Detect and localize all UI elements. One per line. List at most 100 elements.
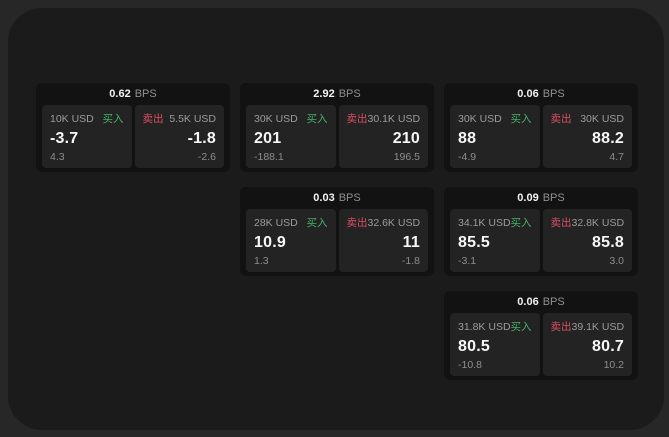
bps-value: 0.06 <box>517 296 539 308</box>
sell-panel[interactable]: 卖出 5.5K USD -1.8 -2.6 <box>134 105 224 168</box>
bps-unit-label: BPS <box>338 192 361 204</box>
sell-amount: 30K USD <box>580 112 624 125</box>
buy-amount: 30K USD <box>458 112 502 125</box>
sell-price: 88.2 <box>592 129 624 147</box>
bps-value: 2.92 <box>313 88 335 100</box>
quote-card[interactable]: 0.03 BPS 28K USD 买入 10.9 1.3 卖出 32.6K US… <box>240 187 434 276</box>
bps-header: 0.62 BPS <box>42 83 224 105</box>
buy-label: 买入 <box>510 321 532 333</box>
bps-header: 0.06 BPS <box>450 291 632 313</box>
buy-delta: -10.8 <box>458 359 482 371</box>
buy-label: 买入 <box>306 113 328 125</box>
bps-header: 2.92 BPS <box>246 83 428 105</box>
quote-card[interactable]: 2.92 BPS 30K USD 买入 201 -188.1 卖出 30.1K … <box>240 83 434 172</box>
bps-unit-label: BPS <box>338 88 361 100</box>
sell-price: 80.7 <box>592 337 624 355</box>
buy-top-row: 34.1K USD 买入 <box>458 215 532 230</box>
buy-top-row: 30K USD 买入 <box>458 111 532 126</box>
quote-card[interactable]: 0.09 BPS 34.1K USD 买入 85.5 -3.1 卖出 32.8K… <box>444 187 638 276</box>
quote-card[interactable]: 0.62 BPS 10K USD 买入 -3.7 4.3 卖出 5.5K USD <box>36 83 230 172</box>
buy-panel[interactable]: 31.8K USD 买入 80.5 -10.8 <box>450 313 540 376</box>
quote-card-body: 31.8K USD 买入 80.5 -10.8 卖出 39.1K USD 80.… <box>450 313 632 376</box>
sell-delta: -2.6 <box>197 151 216 163</box>
sell-label: 卖出 <box>346 113 368 125</box>
sell-panel[interactable]: 卖出 30K USD 88.2 4.7 <box>542 105 632 168</box>
sell-label: 卖出 <box>346 217 368 229</box>
sell-top-row: 卖出 30.1K USD <box>347 111 421 126</box>
buy-price: 88 <box>458 129 477 147</box>
buy-panel[interactable]: 34.1K USD 买入 85.5 -3.1 <box>450 209 540 272</box>
buy-amount: 34.1K USD <box>458 216 511 229</box>
sell-price: 11 <box>402 233 420 251</box>
sell-panel[interactable]: 卖出 32.6K USD 11 -1.8 <box>338 209 428 272</box>
sell-amount: 32.8K USD <box>571 216 625 229</box>
buy-top-row: 30K USD 买入 <box>254 111 328 126</box>
buy-price: 85.5 <box>458 233 490 251</box>
buy-label: 买入 <box>306 217 328 229</box>
buy-delta: -4.9 <box>458 151 477 163</box>
bps-header: 0.03 BPS <box>246 187 428 209</box>
buy-price: -3.7 <box>50 129 79 147</box>
sell-delta: 3.0 <box>609 255 624 267</box>
quote-card-body: 30K USD 买入 201 -188.1 卖出 30.1K USD 210 1… <box>246 105 428 168</box>
bps-header: 0.06 BPS <box>450 83 632 105</box>
sell-price: -1.8 <box>187 129 216 147</box>
buy-panel[interactable]: 10K USD 买入 -3.7 4.3 <box>42 105 132 168</box>
bps-value: 0.09 <box>517 192 539 204</box>
quote-card-body: 30K USD 买入 88 -4.9 卖出 30K USD 88.2 4.7 <box>450 105 632 168</box>
quote-card[interactable]: 0.06 BPS 31.8K USD 买入 80.5 -10.8 卖出 39.1… <box>444 291 638 380</box>
sell-panel[interactable]: 卖出 32.8K USD 85.8 3.0 <box>542 209 632 272</box>
buy-amount: 10K USD <box>50 112 94 125</box>
quote-card-body: 28K USD 买入 10.9 1.3 卖出 32.6K USD 11 -1.8 <box>246 209 428 272</box>
buy-panel[interactable]: 28K USD 买入 10.9 1.3 <box>246 209 336 272</box>
sell-delta: 196.5 <box>393 151 420 163</box>
bps-value: 0.03 <box>313 192 335 204</box>
bps-unit-label: BPS <box>542 296 565 308</box>
buy-price: 80.5 <box>458 337 490 355</box>
bps-value: 0.62 <box>109 88 131 100</box>
buy-delta: -188.1 <box>254 151 284 163</box>
quote-grid: 0.62 BPS 10K USD 买入 -3.7 4.3 卖出 5.5K USD <box>36 83 638 380</box>
sell-panel[interactable]: 卖出 39.1K USD 80.7 10.2 <box>542 313 632 376</box>
bps-unit-label: BPS <box>134 88 157 100</box>
sell-label: 卖出 <box>550 113 572 125</box>
sell-delta: -1.8 <box>401 255 420 267</box>
sell-delta: 4.7 <box>609 151 624 163</box>
quote-card-body: 10K USD 买入 -3.7 4.3 卖出 5.5K USD -1.8 -2.… <box>42 105 224 168</box>
buy-label: 买入 <box>510 113 532 125</box>
quote-card[interactable]: 0.06 BPS 30K USD 买入 88 -4.9 卖出 30K USD <box>444 83 638 172</box>
bps-header: 0.09 BPS <box>450 187 632 209</box>
buy-delta: 1.3 <box>254 255 269 267</box>
sell-top-row: 卖出 39.1K USD <box>551 319 625 334</box>
sell-top-row: 卖出 32.6K USD <box>347 215 421 230</box>
buy-label: 买入 <box>510 217 532 229</box>
buy-delta: -3.1 <box>458 255 477 267</box>
quote-card-body: 34.1K USD 买入 85.5 -3.1 卖出 32.8K USD 85.8… <box>450 209 632 272</box>
bps-unit-label: BPS <box>542 88 565 100</box>
buy-amount: 31.8K USD <box>458 320 511 333</box>
sell-amount: 30.1K USD <box>367 112 421 125</box>
bps-value: 0.06 <box>517 88 539 100</box>
buy-panel[interactable]: 30K USD 买入 201 -188.1 <box>246 105 336 168</box>
bps-unit-label: BPS <box>542 192 565 204</box>
buy-panel[interactable]: 30K USD 买入 88 -4.9 <box>450 105 540 168</box>
sell-top-row: 卖出 30K USD <box>551 111 625 126</box>
sell-price: 85.8 <box>592 233 624 251</box>
sell-top-row: 卖出 5.5K USD <box>143 111 217 126</box>
buy-amount: 28K USD <box>254 216 298 229</box>
sell-delta: 10.2 <box>603 359 624 371</box>
buy-label: 买入 <box>102 113 124 125</box>
buy-price: 201 <box>254 129 282 147</box>
sell-price: 210 <box>392 129 420 147</box>
buy-top-row: 10K USD 买入 <box>50 111 124 126</box>
buy-top-row: 28K USD 买入 <box>254 215 328 230</box>
sell-label: 卖出 <box>550 321 572 333</box>
sell-label: 卖出 <box>142 113 164 125</box>
sell-panel[interactable]: 卖出 30.1K USD 210 196.5 <box>338 105 428 168</box>
sell-amount: 39.1K USD <box>571 320 625 333</box>
buy-top-row: 31.8K USD 买入 <box>458 319 532 334</box>
quotes-panel: 0.62 BPS 10K USD 买入 -3.7 4.3 卖出 5.5K USD <box>8 8 664 430</box>
sell-top-row: 卖出 32.8K USD <box>551 215 625 230</box>
sell-amount: 5.5K USD <box>169 112 216 125</box>
buy-price: 10.9 <box>254 233 286 251</box>
